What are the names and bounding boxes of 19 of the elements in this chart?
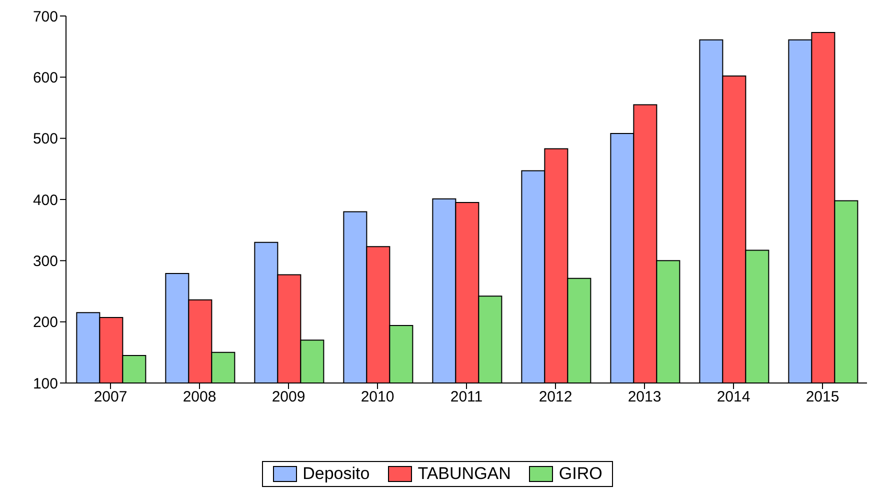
x-tick-label: 2008 — [182, 388, 216, 406]
x-tick-label: 2007 — [94, 388, 128, 406]
x-tick-label: 2014 — [716, 388, 750, 406]
y-tick-label: 300 — [32, 252, 58, 270]
x-tick-label: 2009 — [272, 388, 306, 406]
y-tick-label: 200 — [32, 314, 58, 332]
legend-label: GIRO — [558, 464, 602, 484]
legend-label: TABUNGAN — [416, 464, 511, 484]
x-tick-label: 2015 — [806, 388, 840, 406]
y-tick-label: 500 — [32, 130, 58, 148]
x-tick-label: 2012 — [538, 388, 572, 406]
y-tick-label: 600 — [32, 69, 58, 86]
y-tick-label: 100 — [32, 375, 58, 392]
y-tick-label: 400 — [32, 192, 58, 209]
x-tick-label: 2013 — [628, 388, 662, 406]
x-tick-label: 2010 — [360, 388, 394, 406]
y-tick-label: 700 — [32, 8, 58, 26]
legend-label: Deposito — [302, 464, 370, 484]
x-tick-label: 2011 — [450, 388, 483, 406]
